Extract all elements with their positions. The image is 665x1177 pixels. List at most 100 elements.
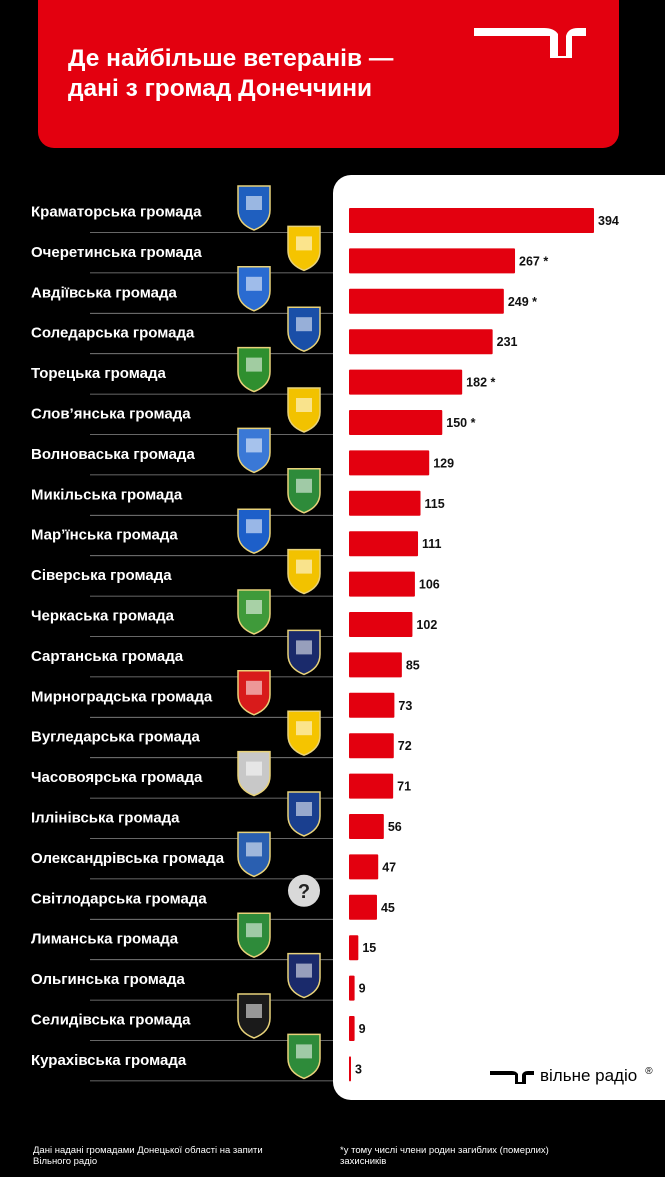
category-label: Ольгинська громада: [31, 971, 185, 988]
value-label: 129: [433, 456, 454, 470]
category-label: Мирноградська громада: [31, 688, 213, 705]
value-label: 9: [359, 982, 366, 996]
registered-mark: ®: [645, 1066, 653, 1077]
vilne-radio-brand-icon: [490, 1071, 534, 1084]
data-bar: [349, 329, 493, 355]
emblem-detail: [246, 438, 262, 453]
emblem-detail: [296, 317, 312, 332]
category-label: Микільська громада: [31, 486, 183, 503]
emblem-detail: [296, 963, 312, 978]
value-label: 267 *: [519, 254, 548, 268]
emblem-detail: [246, 680, 262, 695]
category-label: Мар’їнська громада: [31, 527, 178, 544]
data-bar: [349, 208, 594, 233]
category-label: Світлодарська громада: [31, 890, 207, 907]
emblem-detail: [296, 640, 312, 655]
emblem-detail: [296, 478, 312, 493]
title-line-1: Де найбільше ветеранів —: [68, 45, 394, 72]
category-label: Авдіївська громада: [31, 284, 178, 301]
value-label: 15: [362, 941, 376, 955]
emblem-detail: [246, 357, 262, 372]
data-bar: [349, 1056, 351, 1082]
category-label: Черкаська громада: [31, 608, 175, 625]
data-bar: [349, 450, 430, 476]
value-label: 73: [398, 699, 412, 713]
data-bar: [349, 894, 377, 920]
value-label: 72: [398, 739, 412, 753]
value-label: 394: [598, 214, 619, 228]
value-label: 111: [422, 537, 442, 551]
data-bar: [349, 490, 421, 516]
value-label: 47: [382, 860, 396, 874]
data-bar: [349, 571, 415, 597]
category-label: Курахівська громада: [31, 1052, 187, 1069]
emblem-detail: [296, 802, 312, 816]
emblem-detail: [296, 236, 312, 251]
category-label: Лиманська громада: [31, 931, 179, 948]
chart-panel: [333, 175, 665, 1100]
data-bar: [349, 1016, 355, 1041]
data-bar: [349, 410, 443, 435]
emblem-detail: [246, 923, 262, 938]
data-bar: [349, 692, 395, 718]
category-label: Слов’янська громада: [31, 406, 191, 423]
category-label: Сіверська громада: [31, 567, 172, 584]
emblem-detail: [296, 1044, 312, 1059]
value-label: 150 *: [446, 416, 475, 430]
question-mark: ?: [298, 881, 310, 903]
data-bar: [349, 975, 355, 1001]
value-label: 106: [419, 578, 440, 592]
category-label: Вугледарська громада: [31, 729, 200, 746]
data-bar: [349, 612, 413, 637]
data-bar: [349, 531, 419, 557]
header-banner: Де найбільше ветеранів — дані з громад Д…: [38, 0, 619, 148]
category-label: Олександрівська громада: [31, 850, 225, 867]
unknown-emblem-icon: [288, 874, 320, 907]
data-bar: [349, 733, 394, 759]
value-label: 231: [497, 335, 518, 349]
asterisk-note: *у тому числі члени родин загиблих (поме…: [340, 1145, 549, 1167]
brand-footer: вільне радіо ®: [490, 1064, 653, 1088]
data-bar: [349, 814, 384, 839]
vilne-radio-logo-icon: [474, 28, 586, 58]
category-label: Торецька громада: [31, 365, 166, 382]
title-line-2: дані з громад Донеччини: [68, 75, 373, 102]
value-label: 85: [406, 658, 420, 672]
page-title: Де найбільше ветеранів — дані з громад Д…: [68, 44, 393, 104]
category-label: Часовоярська громада: [31, 769, 203, 786]
emblem-detail: [296, 559, 312, 574]
data-bar: [349, 288, 504, 314]
emblem-detail: [246, 1004, 262, 1018]
emblem-detail: [246, 276, 262, 291]
category-label: Іллінівська громада: [31, 810, 180, 827]
emblem-detail: [246, 842, 262, 857]
category-label: Волноваська громада: [31, 446, 195, 463]
data-bar: [349, 773, 394, 799]
value-label: 102: [416, 618, 437, 632]
category-label: Очеретинська громада: [31, 244, 202, 261]
emblem-detail: [246, 196, 262, 210]
category-label: Селидівська громада: [31, 1012, 191, 1029]
emblem-detail: [296, 721, 312, 736]
data-bar: [349, 652, 402, 678]
source-note: Дані надані громадами Донецької області …: [33, 1145, 263, 1167]
emblem-detail: [246, 600, 262, 614]
category-label: Сартанська громада: [31, 648, 184, 665]
value-label: 3: [355, 1062, 362, 1076]
data-bar: [349, 854, 379, 880]
data-bar: [349, 369, 463, 395]
value-label: 115: [425, 497, 445, 511]
brand-name: вільне радіо: [540, 1066, 638, 1085]
value-label: 9: [359, 1022, 366, 1036]
value-label: 249 *: [508, 295, 537, 309]
value-label: 45: [381, 901, 395, 915]
category-label: Соледарська громада: [31, 325, 195, 342]
category-label: Краматорська громада: [31, 204, 202, 221]
value-label: 182 *: [466, 376, 495, 390]
emblem-detail: [246, 761, 262, 776]
value-label: 71: [397, 780, 411, 794]
data-bar: [349, 935, 359, 961]
data-bar: [349, 248, 516, 274]
value-label: 56: [388, 820, 402, 834]
